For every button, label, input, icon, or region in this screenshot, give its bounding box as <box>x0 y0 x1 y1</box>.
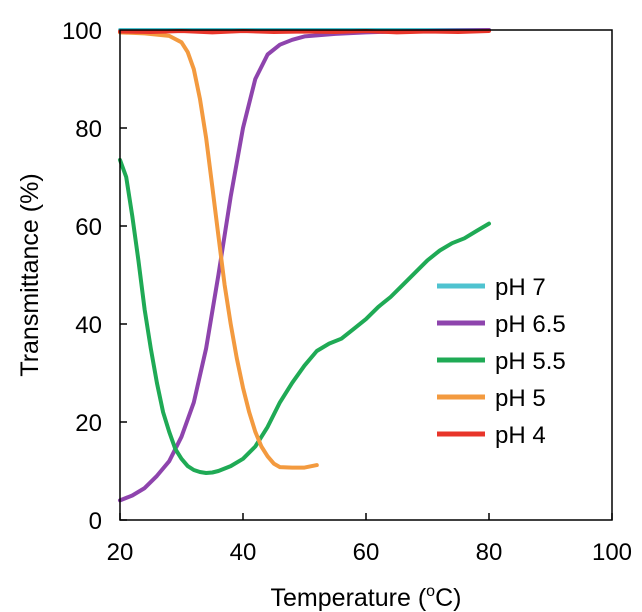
series-line-ph-5 <box>118 30 319 470</box>
legend-label: pH 5 <box>495 385 546 412</box>
legend: pH 7 pH 6.5 pH 5.5 pH 5 pH 4 <box>437 274 566 449</box>
series-line-ph-4 <box>118 29 491 35</box>
x-tick-label: 40 <box>230 539 257 566</box>
x-tick-label: 80 <box>476 539 503 566</box>
legend-label: pH 6.5 <box>495 311 566 338</box>
y-tick-label: 0 <box>89 508 102 535</box>
x-tick-label: 100 <box>592 539 632 566</box>
x-axis-unit-open: ( <box>418 584 427 612</box>
x-axis-unit-degree: o <box>426 583 435 600</box>
x-axis-title-text: Temperature <box>271 584 411 612</box>
plot-area-frame <box>119 29 613 521</box>
x-tick-label: 20 <box>107 539 134 566</box>
x-tick-label: 60 <box>353 539 380 566</box>
series-line-ph-5-5 <box>118 157 491 475</box>
y-tick-label: 60 <box>75 214 102 241</box>
legend-label: pH 5.5 <box>495 348 566 375</box>
y-tick-label: 40 <box>75 312 102 339</box>
y-tick-label: 100 <box>62 18 102 45</box>
y-axis-title: Transmittance (%) <box>16 173 44 376</box>
y-tick-label: 20 <box>75 410 102 437</box>
chart-series <box>118 28 491 503</box>
series-line-ph-6-5 <box>118 28 491 503</box>
legend-label: pH 4 <box>495 422 546 449</box>
x-axis-title: Temperature (oC) <box>271 583 462 612</box>
x-axis-unit-celsius: C) <box>435 584 461 612</box>
y-tick-label: 80 <box>75 116 102 143</box>
legend-label: pH 7 <box>495 274 546 301</box>
